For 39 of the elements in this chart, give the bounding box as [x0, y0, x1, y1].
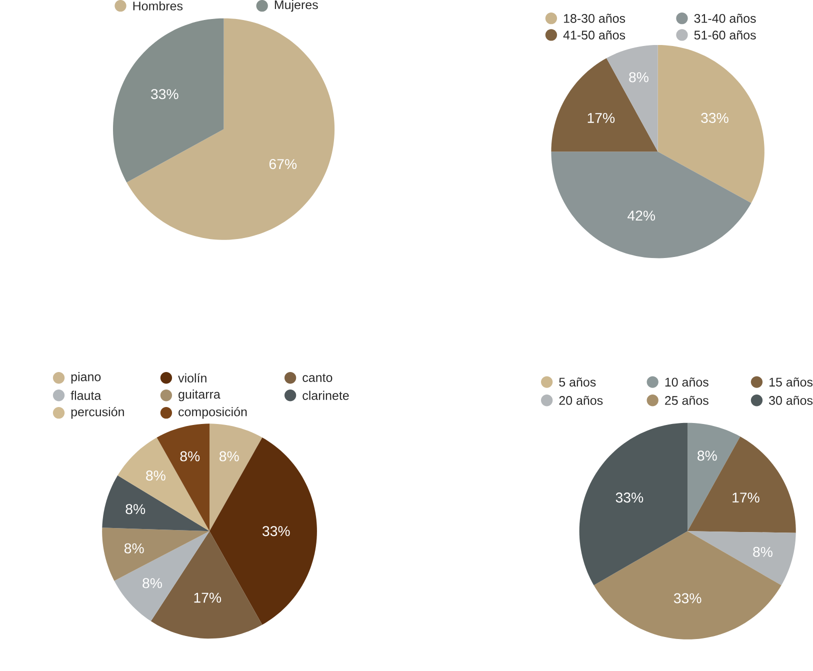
- legend-label: 30 años: [769, 396, 813, 405]
- legend-label: 18-30 años: [564, 14, 626, 23]
- legend-label: 15 años: [770, 378, 813, 387]
- legend-label: 51-60 años: [694, 30, 756, 40]
- data-label: 8%: [753, 546, 772, 558]
- data-label: 33%: [674, 593, 702, 604]
- data-label: 8%: [142, 578, 162, 588]
- data-label: 8%: [180, 451, 200, 462]
- legend-label: 10 años: [665, 378, 708, 387]
- data-label: 67%: [269, 159, 297, 170]
- data-label: 33%: [262, 526, 290, 536]
- data-label: 33%: [701, 113, 728, 124]
- data-label: 17%: [194, 592, 222, 603]
- legend-label: 31-40 años: [694, 14, 756, 23]
- legend-label: piano: [71, 372, 101, 384]
- data-label: 17%: [732, 492, 760, 503]
- data-label: 8%: [629, 72, 648, 82]
- legend-label: 25 años: [665, 396, 708, 405]
- legend-label: Hombres: [133, 1, 183, 11]
- data-label: 42%: [628, 210, 656, 221]
- data-label: 8%: [698, 450, 717, 461]
- data-label: 17%: [588, 113, 615, 123]
- legend-label: guitarra: [178, 390, 220, 402]
- legend-label: 20 años: [559, 396, 603, 405]
- legend-label: 5 años: [559, 378, 596, 387]
- legend-label: composición: [178, 407, 247, 419]
- legend-label: Mujeres: [274, 0, 318, 12]
- legend-label: violín: [178, 373, 206, 383]
- legend-label: flauta: [70, 390, 102, 400]
- data-label: 8%: [220, 451, 239, 462]
- legend-label: clarinete: [302, 390, 349, 400]
- data-label: 8%: [126, 504, 146, 514]
- legend-label: percusión: [71, 407, 124, 419]
- data-label: 8%: [146, 470, 166, 481]
- data-label: 33%: [616, 492, 644, 503]
- legend-label: 41-50 años: [563, 30, 626, 40]
- legend-label: canto: [302, 374, 332, 382]
- data-label: 8%: [124, 543, 144, 554]
- data-label: 33%: [151, 89, 178, 100]
